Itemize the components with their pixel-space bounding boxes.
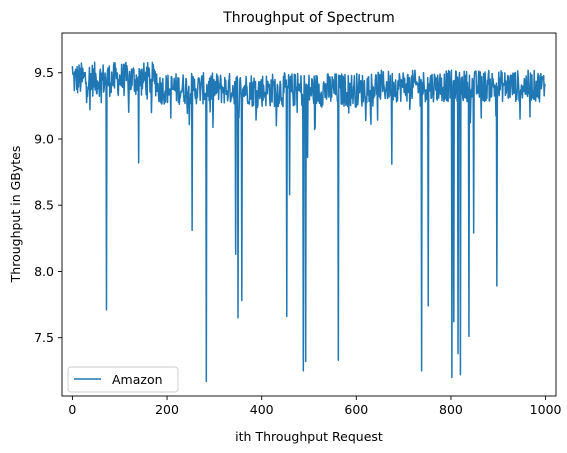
y-axis-label: Throughput in GBytes [8,146,23,284]
y-tick-label: 8.5 [34,198,54,213]
plot-frame [61,32,557,397]
x-axis-label: ith Throughput Request [235,429,383,444]
x-tick-label: 600 [344,402,368,417]
plot-series [71,61,546,383]
y-tick-label: 8.0 [34,264,54,279]
chart-title: Throughput of Spectrum [222,10,395,26]
x-tick-label: 0 [68,402,76,417]
x-axis-ticks: 0 200 400 600 800 1000 [68,396,562,417]
x-tick-label: 400 [250,402,274,417]
legend-box [67,366,179,393]
y-tick-label: 7.5 [34,330,54,345]
legend: Amazon [67,366,179,393]
y-tick-label: 9.5 [34,65,54,80]
x-tick-label: 1000 [530,402,562,417]
series-line-amazon [71,61,546,383]
x-tick-label: 800 [439,402,463,417]
y-tick-label: 9.0 [34,131,54,146]
y-axis-ticks: 7.5 8.0 8.5 9.0 9.5 [34,65,62,345]
x-tick-label: 200 [155,402,179,417]
legend-label-amazon: Amazon [112,372,163,387]
